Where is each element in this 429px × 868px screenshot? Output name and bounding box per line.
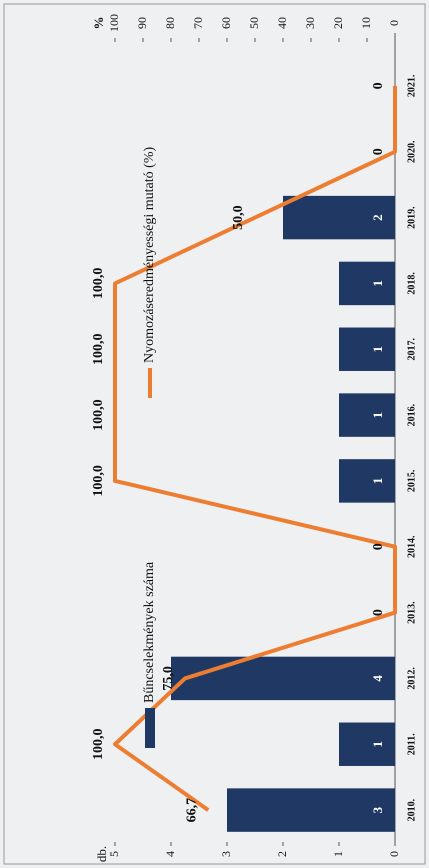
y-tick-label: 3 xyxy=(219,851,233,857)
x-tick-label: 2019. xyxy=(406,206,417,229)
y2-tick-label: 30 xyxy=(303,17,317,29)
x-tick-label: 2017. xyxy=(406,338,417,361)
bar xyxy=(283,195,395,240)
x-tick-label: 2011. xyxy=(406,733,417,755)
y2-axis-label: % xyxy=(91,17,106,30)
y2-tick-label: 80 xyxy=(163,17,177,29)
y2-tick-label: 90 xyxy=(135,17,149,29)
y-tick-label: 5 xyxy=(107,851,121,857)
rotated-plot: 0123450102030405060708090100db.%2010.201… xyxy=(91,14,417,862)
y-tick-label: 4 xyxy=(163,851,177,857)
y2-tick-label: 100 xyxy=(107,14,121,32)
line xyxy=(113,85,397,812)
line-value-label: 100,0 xyxy=(91,465,106,497)
line-value-label: 66,7 xyxy=(184,798,199,823)
line-value-label: 0 xyxy=(371,148,386,155)
legend-label: Nyomozáseredményességi mutató (%) xyxy=(142,147,157,363)
bar xyxy=(339,327,395,371)
x-tick-label: 2015. xyxy=(406,469,417,492)
bar-value-label: 3 xyxy=(370,806,385,813)
bar xyxy=(339,459,395,503)
y2-tick-label: 70 xyxy=(191,17,205,29)
x-tick-label: 2014. xyxy=(406,535,417,558)
y-axis-label: db. xyxy=(94,846,109,862)
bar xyxy=(339,261,395,306)
y2-tick-label: 0 xyxy=(387,20,401,26)
bar-value-label: 1 xyxy=(370,280,385,287)
legend-label: Bűncselekmények száma xyxy=(142,561,157,703)
x-tick-label: 2018. xyxy=(406,272,417,295)
bar xyxy=(339,722,395,766)
x-tick-label: 2020. xyxy=(406,140,417,163)
bar-value-label: 2 xyxy=(370,214,385,221)
x-tick-label: 2021. xyxy=(406,74,417,97)
line-value-label: 100,0 xyxy=(91,729,106,761)
y2-tick-label: 40 xyxy=(275,17,289,29)
line-value-label: 100,0 xyxy=(91,399,106,431)
y2-tick-label: 60 xyxy=(219,17,233,29)
bar-value-label: 1 xyxy=(370,741,385,748)
y-tick-label: 2 xyxy=(275,851,289,857)
bar xyxy=(227,788,395,832)
line-value-label: 100,0 xyxy=(91,268,106,300)
line-value-label: 0 xyxy=(371,543,386,550)
line-value-label: 0 xyxy=(371,609,386,616)
line-value-label: 75,0 xyxy=(161,666,176,691)
x-tick-label: 2012. xyxy=(406,667,417,690)
frame xyxy=(3,3,426,865)
bar-value-label: 1 xyxy=(370,412,385,419)
line-value-label: 0 xyxy=(371,82,386,89)
line-value-label: 50,0 xyxy=(231,205,246,230)
bar-value-label: 1 xyxy=(370,478,385,485)
y2-tick-label: 10 xyxy=(359,17,373,29)
x-tick-label: 2013. xyxy=(406,601,417,624)
bar xyxy=(171,656,395,701)
y2-tick-label: 20 xyxy=(331,17,345,29)
y2-tick-label: 50 xyxy=(247,17,261,29)
bar-value-label: 1 xyxy=(370,346,385,353)
bar-value-label: 4 xyxy=(370,675,385,682)
y-tick-label: 0 xyxy=(387,851,401,857)
legend-swatch xyxy=(145,708,155,748)
bar xyxy=(339,393,395,437)
y-tick-label: 1 xyxy=(331,851,345,857)
x-tick-label: 2010. xyxy=(406,798,417,821)
x-tick-label: 2016. xyxy=(406,403,417,426)
line-value-label: 100,0 xyxy=(91,334,106,366)
